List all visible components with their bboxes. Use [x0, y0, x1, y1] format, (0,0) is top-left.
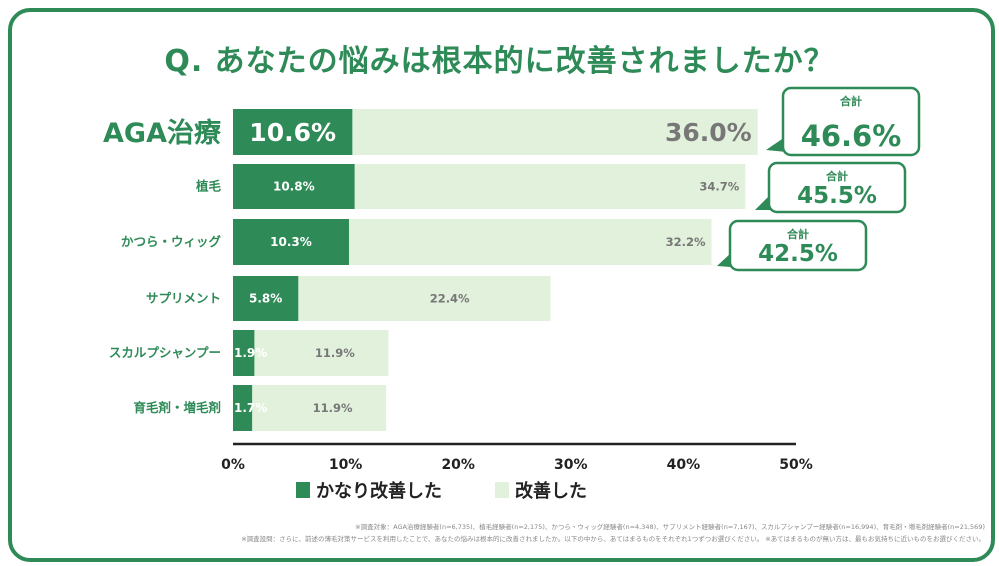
bar-value-label: 1.9% — [234, 346, 267, 360]
x-tick-label: 20% — [441, 457, 475, 473]
category-label: 育毛剤・増毛剤 — [133, 400, 221, 415]
bar-improved — [354, 164, 746, 209]
category-label: スカルプシャンプー — [109, 345, 221, 360]
bar-value-label: 5.8% — [249, 292, 282, 306]
bar-value-label: 10.3% — [270, 235, 312, 249]
bar-greatly-improved — [233, 109, 353, 155]
bar-greatly-improved — [233, 164, 355, 209]
total-callout-value: 46.6% — [801, 119, 902, 153]
chart-title: Q. あなたの悩みは根本的に改善されましたか？ — [164, 44, 835, 79]
bar-value-label: 11.9% — [313, 401, 353, 415]
bar-improved — [254, 330, 389, 376]
bar-improved — [352, 109, 758, 155]
bar-value-label: 10.8% — [273, 180, 315, 194]
total-callout-label: 合計 — [787, 227, 809, 241]
survey-question-note: ※調査設問：さらに、前述の薄毛対策サービスを利用したことで、あなたの悩みは根本的… — [241, 535, 985, 543]
bar-value-label: 10.6% — [249, 118, 336, 147]
category-label: AGA治療 — [103, 118, 222, 149]
category-label: かつら・ウィッグ — [121, 234, 222, 249]
legend-swatch-greatly-improved — [296, 482, 310, 498]
bar-value-label: 32.2% — [666, 235, 706, 249]
total-callout-value: 42.5% — [758, 241, 838, 267]
legend-swatch-improved — [495, 482, 509, 498]
category-label: 植毛 — [195, 179, 222, 194]
bar-greatly-improved — [233, 276, 299, 321]
x-tick-label: 0% — [221, 457, 245, 473]
x-tick-label: 10% — [329, 457, 363, 473]
total-callout-label: 合計 — [826, 169, 848, 183]
bar-greatly-improved — [233, 330, 255, 376]
bar-greatly-improved — [233, 219, 349, 265]
bar-value-label: 34.7% — [699, 180, 739, 194]
total-callout-box — [781, 86, 921, 157]
bar-value-label: 36.0% — [665, 118, 752, 147]
bar-improved — [252, 385, 387, 431]
x-tick-label: 30% — [554, 457, 588, 473]
bar-improved — [348, 219, 712, 265]
bar-value-label: 22.4% — [430, 292, 470, 306]
bar-improved — [298, 276, 551, 321]
total-callout-label: 合計 — [840, 94, 862, 108]
total-callout-value: 45.5% — [797, 183, 877, 209]
bar-greatly-improved — [233, 385, 253, 431]
survey-target-note: ※調査対象：AGA治療経験者(n=6,735)、植毛経験者(n=2,175)、か… — [355, 523, 985, 531]
x-tick-label: 50% — [779, 457, 813, 473]
legend-label-greatly-improved: かなり改善した — [316, 480, 442, 502]
total-callout-box — [767, 161, 907, 214]
bar-value-label: 1.7% — [234, 401, 267, 415]
total-callout-box — [728, 219, 868, 272]
category-label: サプリメント — [146, 291, 221, 306]
legend-label-improved: 改善した — [515, 480, 587, 502]
x-tick-label: 40% — [667, 457, 701, 473]
bar-value-label: 11.9% — [315, 346, 355, 360]
